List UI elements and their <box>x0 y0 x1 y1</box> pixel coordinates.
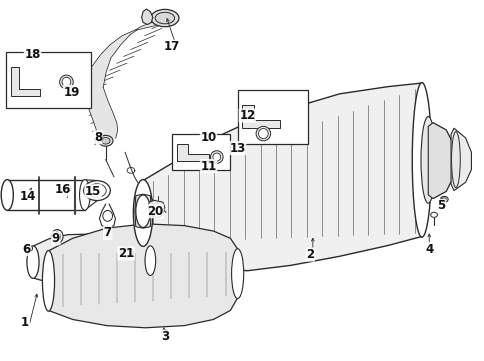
Text: 20: 20 <box>147 205 163 218</box>
Ellipse shape <box>258 129 268 139</box>
Text: 2: 2 <box>306 248 314 261</box>
Polygon shape <box>48 224 237 328</box>
Ellipse shape <box>60 75 73 89</box>
Text: 14: 14 <box>20 190 36 203</box>
Ellipse shape <box>51 230 63 243</box>
Ellipse shape <box>27 246 39 278</box>
Ellipse shape <box>79 179 90 210</box>
Ellipse shape <box>441 198 445 201</box>
Ellipse shape <box>54 232 60 241</box>
Polygon shape <box>85 87 117 144</box>
Ellipse shape <box>98 135 113 146</box>
Ellipse shape <box>151 203 164 217</box>
Ellipse shape <box>145 246 155 275</box>
Ellipse shape <box>136 195 150 227</box>
Polygon shape <box>141 9 152 25</box>
Ellipse shape <box>430 212 437 217</box>
Polygon shape <box>427 123 453 199</box>
Ellipse shape <box>151 9 179 27</box>
Ellipse shape <box>101 138 110 144</box>
Text: 5: 5 <box>436 199 445 212</box>
Ellipse shape <box>161 330 168 335</box>
Text: 3: 3 <box>161 330 168 343</box>
Text: 1: 1 <box>21 316 29 329</box>
Text: 6: 6 <box>22 243 31 256</box>
Ellipse shape <box>212 153 220 161</box>
Ellipse shape <box>256 126 270 141</box>
Text: 8: 8 <box>93 131 102 144</box>
Polygon shape <box>85 18 172 95</box>
Text: 21: 21 <box>118 247 134 260</box>
Polygon shape <box>135 194 151 228</box>
Text: 12: 12 <box>239 109 255 122</box>
Ellipse shape <box>123 250 130 256</box>
Ellipse shape <box>451 131 459 187</box>
Text: 16: 16 <box>55 183 71 196</box>
Polygon shape <box>143 83 421 271</box>
Ellipse shape <box>1 179 13 210</box>
Ellipse shape <box>439 196 447 202</box>
Ellipse shape <box>83 180 110 201</box>
Ellipse shape <box>155 12 174 24</box>
Text: 10: 10 <box>200 131 216 144</box>
Ellipse shape <box>88 184 106 197</box>
Ellipse shape <box>43 251 54 311</box>
Ellipse shape <box>133 180 152 246</box>
Text: 17: 17 <box>164 40 180 53</box>
Ellipse shape <box>103 210 112 221</box>
Text: 9: 9 <box>51 232 60 245</box>
Polygon shape <box>450 128 470 191</box>
Text: 19: 19 <box>63 86 80 99</box>
Ellipse shape <box>231 249 243 299</box>
Text: 13: 13 <box>229 142 245 155</box>
Text: 11: 11 <box>200 160 216 173</box>
Text: 7: 7 <box>104 226 111 239</box>
Ellipse shape <box>210 151 223 163</box>
Polygon shape <box>177 144 208 161</box>
Bar <box>237 90 307 144</box>
Polygon shape <box>148 200 165 214</box>
Polygon shape <box>11 67 40 96</box>
Text: 18: 18 <box>24 48 41 61</box>
Text: 4: 4 <box>424 243 433 256</box>
Ellipse shape <box>420 117 435 203</box>
Polygon shape <box>33 234 150 286</box>
Bar <box>6 52 91 108</box>
Ellipse shape <box>121 248 133 257</box>
Bar <box>172 134 230 170</box>
Ellipse shape <box>26 247 30 250</box>
Ellipse shape <box>65 187 69 190</box>
Text: 15: 15 <box>85 185 101 198</box>
Ellipse shape <box>411 83 431 237</box>
Ellipse shape <box>63 186 71 191</box>
Ellipse shape <box>62 77 71 87</box>
Polygon shape <box>241 105 280 128</box>
Ellipse shape <box>24 245 32 252</box>
